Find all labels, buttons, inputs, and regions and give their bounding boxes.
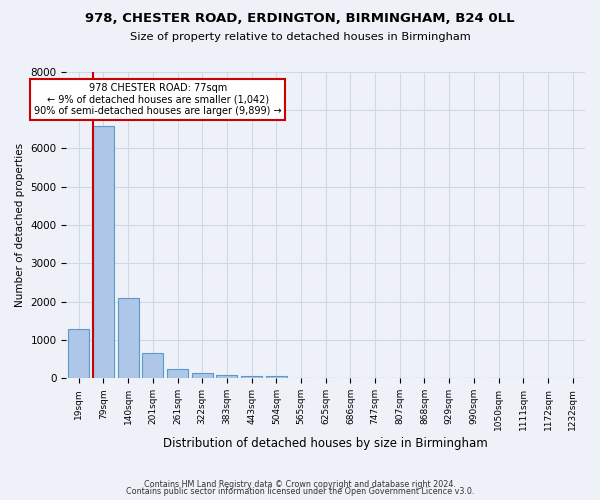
Bar [118, 298, 139, 378]
Bar [241, 376, 262, 378]
Bar [266, 376, 287, 378]
Text: Contains public sector information licensed under the Open Government Licence v3: Contains public sector information licen… [126, 488, 474, 496]
Text: Contains HM Land Registry data © Crown copyright and database right 2024.: Contains HM Land Registry data © Crown c… [144, 480, 456, 489]
Bar [217, 374, 238, 378]
Text: Size of property relative to detached houses in Birmingham: Size of property relative to detached ho… [130, 32, 470, 42]
Bar [93, 126, 114, 378]
Bar [68, 329, 89, 378]
Bar [167, 368, 188, 378]
Text: 978, CHESTER ROAD, ERDINGTON, BIRMINGHAM, B24 0LL: 978, CHESTER ROAD, ERDINGTON, BIRMINGHAM… [85, 12, 515, 24]
Bar [192, 373, 213, 378]
Text: 978 CHESTER ROAD: 77sqm
← 9% of detached houses are smaller (1,042)
90% of semi-: 978 CHESTER ROAD: 77sqm ← 9% of detached… [34, 83, 281, 116]
Y-axis label: Number of detached properties: Number of detached properties [15, 143, 25, 307]
X-axis label: Distribution of detached houses by size in Birmingham: Distribution of detached houses by size … [163, 437, 488, 450]
Bar [142, 354, 163, 378]
